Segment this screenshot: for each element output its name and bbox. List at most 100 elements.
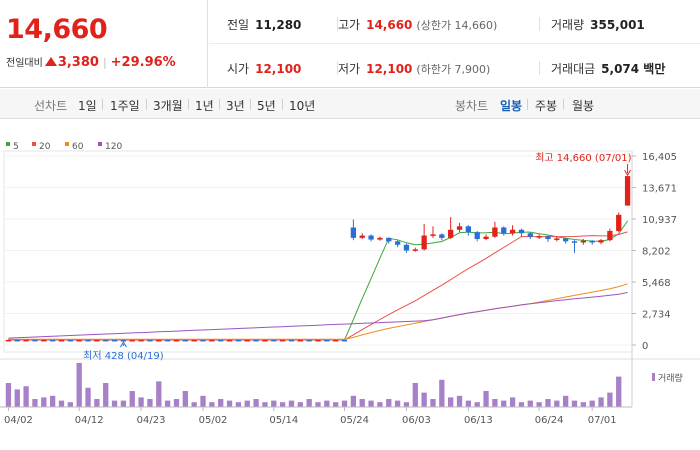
candle-body (209, 339, 215, 342)
volume-bar (111, 400, 118, 407)
toolbar-divider (563, 99, 564, 110)
volume-bar (200, 395, 206, 407)
period-1w-button[interactable]: 1주일 (110, 99, 140, 113)
volume-bar (138, 397, 144, 407)
current-price: 14,660 (6, 14, 108, 45)
volume-bar (501, 400, 507, 407)
ma120-line (8, 292, 628, 339)
candle-body (350, 227, 357, 238)
amount-cell: 거래대금 5,074 백만 (551, 60, 665, 77)
legend-swatch (6, 142, 10, 146)
upper-limit-value: (상한가 14,660) (416, 19, 498, 32)
ma20-line (8, 231, 628, 341)
volume-bar (129, 391, 135, 407)
quote-header: 14,660 전일대비 3,380 | +29.96% 전일 11,280 고가 14,6… (0, 0, 700, 88)
legend-label: 20 (39, 142, 51, 152)
legend-label: 60 (72, 142, 84, 152)
candle-body (403, 244, 410, 251)
daily-candle-button[interactable]: 일봉 (500, 99, 523, 113)
weekly-candle-button[interactable]: 주봉 (535, 99, 558, 113)
volume-bar (147, 399, 153, 407)
candle-body (616, 214, 622, 231)
candle-body (580, 240, 587, 243)
low-cell: 저가 12,100 (하한가 7,900) (338, 60, 490, 77)
x-tick-label: 06/03 (402, 415, 431, 426)
low-value: 12,100 (366, 62, 413, 76)
candle-body (430, 234, 436, 236)
up-triangle-icon (44, 57, 57, 66)
candle-body (262, 339, 268, 342)
volume-bar (439, 379, 445, 407)
candle-body (41, 339, 47, 342)
x-tick-label: 06/24 (535, 415, 564, 426)
candle-body (368, 235, 374, 240)
toolbar-divider (219, 99, 220, 110)
candle-body (456, 226, 463, 230)
high-label: 고가 (338, 18, 361, 32)
volume-bar (226, 400, 233, 407)
volume-bar (545, 399, 551, 407)
x-tick-label: 04/23 (137, 415, 166, 426)
legend-label: 5 (13, 142, 19, 152)
candle-body (412, 249, 418, 251)
monthly-candle-button[interactable]: 월봉 (572, 99, 595, 113)
period-1y-button[interactable]: 1년 (195, 99, 214, 113)
candle-body (386, 237, 392, 242)
candle-body (492, 227, 498, 237)
period-3m-button[interactable]: 3개월 (153, 99, 183, 113)
volume-bar (448, 397, 454, 407)
toolbar-divider (527, 99, 528, 110)
volume-bar (85, 387, 91, 407)
period-3y-button[interactable]: 3년 (226, 99, 245, 113)
volume-bar (120, 400, 127, 407)
y-tick-label: 13,671 (642, 183, 677, 194)
x-tick-label: 04/02 (4, 415, 33, 426)
candle-chart-label: 봉차트 (455, 99, 489, 113)
volume-bar (492, 399, 498, 407)
candle-body (571, 241, 578, 243)
volume-bar (32, 399, 38, 407)
candle-body (509, 229, 516, 234)
candle-body (76, 339, 82, 342)
period-5y-button[interactable]: 5년 (257, 99, 276, 113)
candle-body (94, 339, 100, 342)
y-tick-label: 10,937 (642, 215, 677, 226)
x-tick-label: 04/12 (75, 415, 104, 426)
chart-annotations: 최고 14,660 (07/01) 최저 428 (04/19) (83, 152, 631, 362)
period-10y-button[interactable]: 10년 (289, 99, 316, 113)
prev-close-cell: 전일 11,280 (227, 16, 301, 33)
candle-body (164, 339, 171, 342)
chart-toolbar: 선차트 1일 1주일 3개월 1년 3년 5년 10년 봉차트 일봉 주봉 월봉 (0, 89, 700, 119)
x-tick-label: 07/01 (588, 415, 617, 426)
legend-swatch (32, 142, 36, 146)
volume-bar (94, 399, 100, 407)
candle-body (536, 236, 542, 238)
volume-bar (571, 400, 578, 407)
volume-bar (377, 402, 383, 407)
candle-body (271, 339, 277, 342)
ma5-line (8, 220, 629, 341)
volume-bar (49, 395, 56, 407)
volume-bar (209, 402, 215, 407)
candle-body (545, 236, 551, 240)
volume-bar (518, 402, 525, 407)
volume-label: 거래량 (551, 18, 585, 32)
candle-body (297, 339, 303, 342)
open-cell: 시가 12,100 (227, 60, 301, 77)
y-tick-label: 0 (642, 341, 648, 352)
candle-body (191, 339, 197, 342)
volume-bar (262, 402, 268, 407)
ma60-line (8, 283, 628, 340)
candle-body (58, 339, 65, 342)
volume-bar (324, 400, 330, 407)
candle-body (138, 339, 144, 342)
prev-close-label: 전일 (227, 18, 250, 32)
volume-bar (483, 391, 489, 407)
volume-bar (394, 400, 401, 407)
x-axis: 04/02 04/12 04/23 05/02 05/14 05/24 06/03 06/13… (0, 406, 632, 426)
period-1d-button[interactable]: 1일 (78, 99, 97, 113)
candle-body (23, 339, 29, 342)
legend-swatch (98, 142, 102, 146)
toolbar-divider (250, 99, 251, 110)
low-label: 저가 (338, 62, 361, 76)
